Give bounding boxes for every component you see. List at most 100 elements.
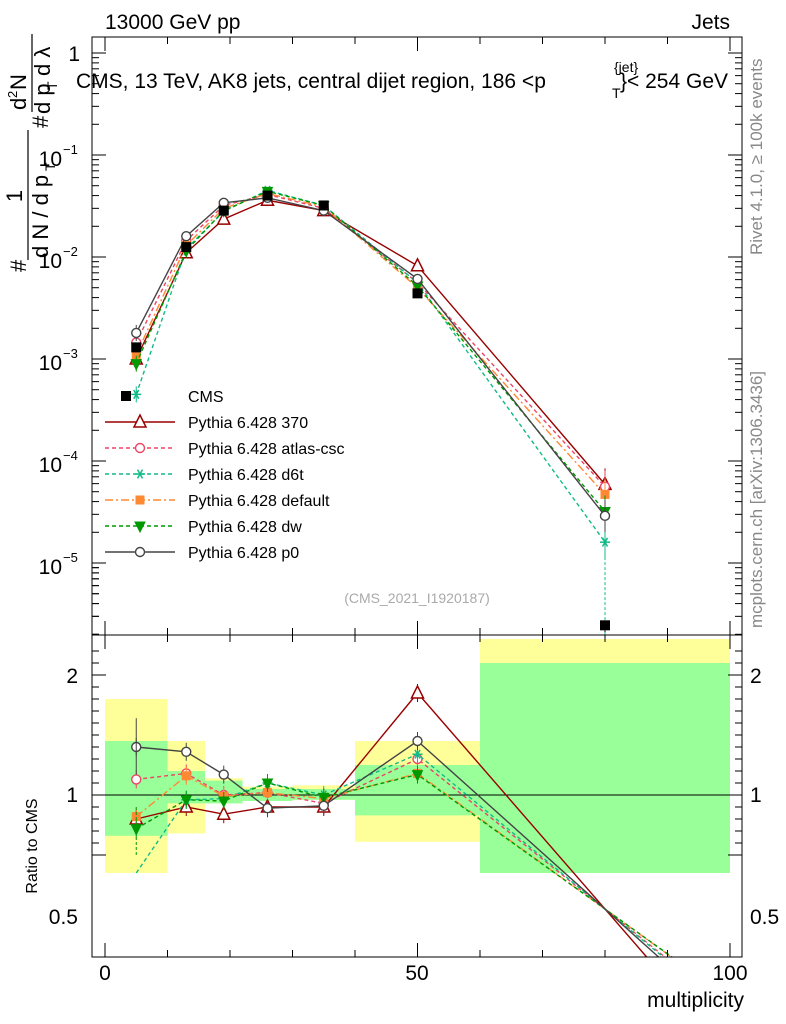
ratio-point (411, 770, 424, 782)
y-tick-label-1e-2: 10 −2 (39, 244, 78, 273)
svg-text:#: # (6, 259, 31, 272)
y-tick-label-1: 1 (68, 43, 80, 66)
ratio-y-tick-1: 1 (66, 784, 78, 807)
ratio-series (129, 684, 673, 958)
energy-label: 13000 GeV pp (105, 11, 240, 34)
svg-text:T: T (42, 162, 58, 171)
rivet-version-label: Rivet 4.1.0, ≥ 100k events (747, 59, 766, 255)
ratio-point (318, 800, 329, 811)
ratio-point (263, 788, 272, 798)
svg-text:−3: −3 (63, 346, 78, 361)
svg-text:10: 10 (39, 250, 62, 273)
series-point (600, 489, 610, 499)
svg-text:1: 1 (2, 190, 27, 202)
data-point (412, 288, 423, 299)
data-point (600, 620, 610, 631)
ratio-point (412, 735, 423, 747)
svg-text:10: 10 (39, 556, 62, 579)
ratio-y-axis-label: Ratio to CMS (24, 798, 41, 893)
svg-text:N: N (6, 74, 31, 90)
ratio-uncertainty-bands (105, 639, 730, 873)
ratio-point (181, 746, 192, 757)
svg-text:#: # (28, 115, 53, 128)
y-tick-label-1e-5: 10 −5 (39, 550, 78, 579)
category-label: Jets (691, 11, 730, 34)
series-point (410, 257, 425, 272)
svg-text:CMS, 13 TeV, AK8 jets, central: CMS, 13 TeV, AK8 jets, central dijet reg… (76, 70, 546, 93)
svg-text:−4: −4 (63, 448, 78, 463)
svg-text:{jet}: {jet} (614, 59, 638, 75)
ratio-y-tick-0.5: 0.5 (49, 906, 78, 929)
data-point (181, 242, 192, 253)
legend-label: Pythia 6.428 dw (188, 519, 302, 536)
ratio-point (131, 774, 142, 785)
ratio-y-tick-1-right: 1 (750, 784, 762, 807)
legend-label: Pythia 6.428 370 (188, 415, 308, 432)
legend-item-1: Pythia 6.428 atlas-csc (105, 441, 345, 458)
series-point (412, 273, 423, 285)
ratio-point (410, 684, 425, 699)
ratio-point (261, 778, 274, 791)
ratio-panel-frame (91, 634, 743, 958)
data-point (218, 205, 229, 216)
ratio-point (181, 771, 191, 781)
svg-text:T: T (44, 81, 60, 90)
ratio-y-tick-2: 2 (66, 665, 78, 688)
x-tick-0: 0 (99, 962, 111, 985)
svg-text:d: d (6, 98, 31, 110)
svg-text:d N / d p: d N / d p (28, 175, 53, 258)
legend-label: Pythia 6.428 p0 (188, 545, 299, 562)
ratio-y-tick-2-right: 2 (750, 665, 762, 688)
legend-item-5: Pythia 6.428 p0 (105, 545, 299, 562)
svg-text:−5: −5 (63, 550, 78, 565)
data-point (318, 200, 329, 211)
legend-label: CMS (188, 389, 224, 406)
ratio-point (262, 803, 273, 814)
x-axis-label: multiplicity (647, 989, 744, 1012)
svg-text:10: 10 (39, 454, 62, 477)
ratio-panel (91, 634, 743, 958)
main-panel-ticks (92, 37, 742, 635)
inner-band-bin (480, 663, 730, 873)
svg-text:−1: −1 (63, 142, 78, 157)
main-y-axis-label: # 1 d N / d p T # d 2 N d p T d λ (2, 34, 60, 272)
svg-text:T: T (612, 85, 621, 101)
series-line-2 (135, 189, 606, 543)
series-point (599, 510, 611, 522)
series-point (216, 210, 231, 225)
svg-text:d λ: d λ (30, 47, 55, 76)
analysis-watermark: (CMS_2021_I1920187) (344, 590, 490, 606)
legend-label: Pythia 6.428 d6t (188, 467, 304, 484)
ratio-y-tick-0.5-right: 0.5 (750, 906, 779, 929)
legend-item-3: Pythia 6.428 default (105, 493, 330, 510)
x-tick-100: 100 (712, 962, 747, 985)
mcplots-label: mcplots.cern.ch [arXiv:1306.3436] (747, 371, 766, 628)
y-tick-label-1e-4: 10 −4 (39, 448, 78, 477)
legend-label: Pythia 6.428 atlas-csc (188, 441, 345, 458)
legend-item-data: CMS (121, 389, 224, 406)
legend-label: Pythia 6.428 default (188, 493, 330, 510)
ratio-point (180, 795, 193, 807)
svg-text:10: 10 (39, 352, 62, 375)
ratio-point (131, 812, 141, 822)
series-point (131, 350, 141, 360)
y-tick-label-1e-3: 10 −3 (39, 346, 78, 375)
ratio-point (216, 805, 231, 820)
legend-item-4: Pythia 6.428 dw (105, 519, 302, 536)
legend-item-0: Pythia 6.428 370 (105, 413, 308, 432)
series-point (131, 389, 142, 400)
ratio-point (412, 749, 423, 759)
series-point (131, 327, 142, 339)
data-point (262, 190, 273, 201)
y-tick-label-1e-1: 10 −1 (39, 142, 78, 171)
svg-text:10: 10 (39, 148, 62, 171)
ratio-point (218, 769, 229, 780)
ratio-point (217, 796, 230, 809)
svg-text:}< 254 GeV: }< 254 GeV (620, 70, 728, 93)
data-point (131, 342, 142, 353)
x-tick-50: 50 (405, 962, 428, 985)
main-y-tick-labels: 1 10 −1 10 −2 10 −3 10 −4 10 −5 (39, 43, 80, 579)
series-point (181, 230, 192, 242)
ratio-panel-ticks (92, 635, 742, 957)
